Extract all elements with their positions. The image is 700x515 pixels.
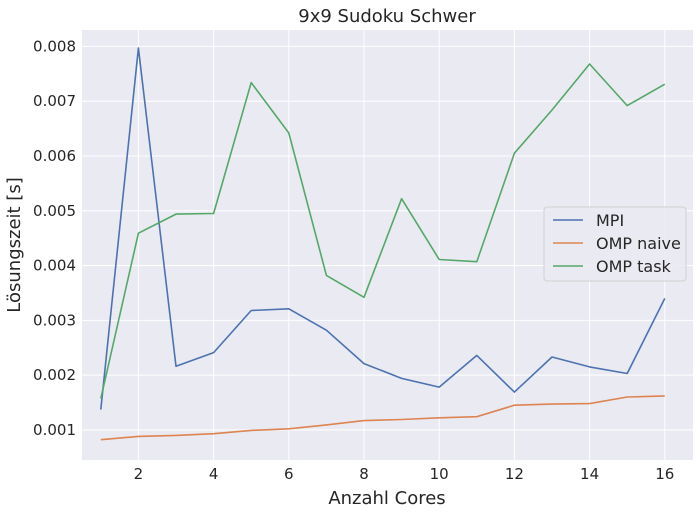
series-line-omp-task bbox=[100, 63, 666, 399]
x-tick-label: 8 bbox=[359, 465, 369, 483]
y-tick-label: 0.005 bbox=[33, 202, 76, 220]
y-tick-label: 0.006 bbox=[33, 147, 76, 165]
series-line-omp-naive bbox=[100, 395, 665, 441]
x-tick-label: 4 bbox=[209, 465, 219, 483]
series-lines bbox=[100, 47, 666, 441]
x-axis-label: Anzahl Cores bbox=[328, 488, 445, 509]
legend-box bbox=[543, 206, 687, 282]
x-tick-label: 14 bbox=[580, 465, 599, 483]
y-tick-label: 0.004 bbox=[33, 257, 76, 275]
y-tick-label: 0.002 bbox=[33, 366, 76, 384]
chart-title: 9x9 Sudoku Schwer bbox=[298, 6, 476, 27]
y-tick-label: 0.003 bbox=[33, 311, 76, 329]
y-axis-label: Lösungszeit [s] bbox=[4, 177, 25, 312]
legend-label-omp-task: OMP task bbox=[596, 257, 672, 276]
x-tick-label: 6 bbox=[284, 465, 294, 483]
y-tick-label: 0.008 bbox=[33, 37, 76, 55]
series-line-mpi bbox=[100, 47, 666, 410]
x-tick-label: 16 bbox=[655, 465, 674, 483]
legend-label-mpi: MPI bbox=[596, 211, 624, 230]
y-tick-label: 0.007 bbox=[33, 92, 76, 110]
y-gridlines bbox=[82, 45, 693, 431]
legend-label-omp-naive: OMP naive bbox=[596, 234, 681, 253]
y-tick-label: 0.001 bbox=[33, 421, 76, 439]
x-tick-labels: 2 4 6 8 10 12 14 16 bbox=[134, 465, 675, 483]
legend: MPI OMP naive OMP task bbox=[543, 206, 687, 282]
x-tick-label: 12 bbox=[505, 465, 524, 483]
y-tick-labels: 0.001 0.002 0.003 0.004 0.005 0.006 0.007 0.008 bbox=[33, 37, 76, 438]
x-tick-label: 10 bbox=[430, 465, 449, 483]
x-tick-label: 2 bbox=[134, 465, 144, 483]
